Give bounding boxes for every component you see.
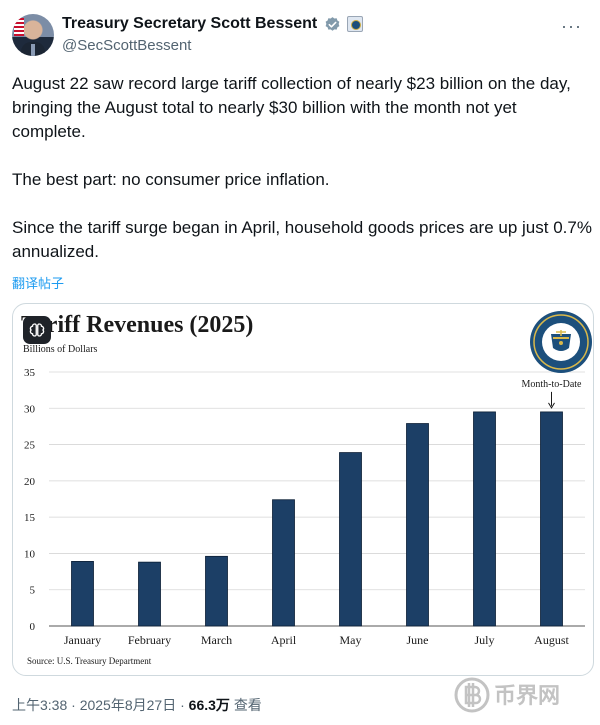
annotation-month-to-date: Month-to-Date — [522, 379, 583, 390]
avatar-flag — [14, 18, 24, 36]
x-tick-label: April — [271, 633, 297, 647]
y-tick-label: 0 — [30, 621, 36, 633]
chart-y-label: Billions of Dollars — [23, 344, 98, 355]
brain-icon — [29, 323, 45, 337]
bar-july — [473, 411, 496, 627]
y-tick-label: 15 — [24, 512, 36, 524]
bar-may — [339, 452, 362, 627]
y-tick-label: 10 — [24, 548, 36, 560]
tweet-paragraph-2: The best part: no consumer price inflati… — [12, 170, 330, 189]
bar-february — [138, 561, 161, 627]
author-avatar[interactable] — [12, 14, 54, 56]
author-handle[interactable]: @SecScottBessent — [62, 37, 192, 54]
verified-badge-icon — [325, 17, 340, 31]
chart-title: Tariff Revenues (2025) — [21, 312, 254, 338]
x-tick-label: May — [340, 633, 362, 647]
tweet-text: August 22 saw record large tariff collec… — [12, 72, 592, 264]
y-tick-label: 30 — [24, 403, 36, 415]
tweet-paragraph-3: Since the tariff surge began in April, h… — [12, 218, 592, 261]
y-tick-label: 25 — [24, 440, 36, 452]
author-display-name[interactable]: Treasury Secretary Scott Bessent — [62, 15, 318, 32]
annotation-arrowhead — [548, 402, 555, 409]
government-badge-icon — [347, 16, 363, 32]
views-label: 查看 — [233, 697, 262, 713]
media-card[interactable]: 0 5 10 15 20 25 30 35 January February March April M… — [12, 303, 594, 676]
watermark-logo: 币界网 — [454, 677, 560, 713]
translate-post-link[interactable]: 翻译帖子 — [12, 276, 65, 291]
tweet-header: Treasury Secretary Scott Bessent @SecSco… — [12, 10, 588, 58]
y-tick-label: 20 — [24, 476, 36, 488]
x-tick-label: January — [64, 633, 101, 647]
avatar-tie — [31, 44, 35, 56]
tweet-date[interactable]: 2025年8月27日 — [79, 697, 177, 713]
bar-march — [205, 555, 228, 627]
x-tick-label: March — [201, 633, 232, 647]
treasury-seal-icon — [530, 311, 592, 373]
x-tick-label: August — [534, 633, 569, 647]
tweet-time[interactable]: 上午3:38 — [12, 697, 68, 713]
x-tick-label: February — [128, 633, 171, 647]
tariff-bar-chart: 0 5 10 15 20 25 30 35 January February March April M… — [24, 367, 585, 647]
tweet-paragraph-1: August 22 saw record large tariff collec… — [12, 74, 571, 141]
bar-april — [272, 499, 295, 627]
y-tick-label: 5 — [30, 585, 36, 597]
bar-august — [540, 411, 563, 627]
ai-analyze-button[interactable] — [23, 316, 51, 344]
bar-january — [71, 561, 94, 627]
meta-separator: · — [71, 697, 80, 713]
y-tick-label: 35 — [24, 367, 36, 379]
x-tick-label: June — [407, 633, 429, 647]
bar-june — [406, 423, 429, 627]
tweet-meta: 上午3:38 · 2025年8月27日 · 66.3万 查看 — [12, 695, 262, 715]
watermark-text: 币界网 — [494, 684, 560, 709]
view-count: 66.3万 — [188, 697, 230, 713]
meta-separator: · — [180, 697, 189, 713]
chart-source: Source: U.S. Treasury Department — [27, 656, 152, 666]
x-tick-label: July — [474, 633, 494, 647]
more-options-icon[interactable]: ··· — [561, 16, 582, 36]
